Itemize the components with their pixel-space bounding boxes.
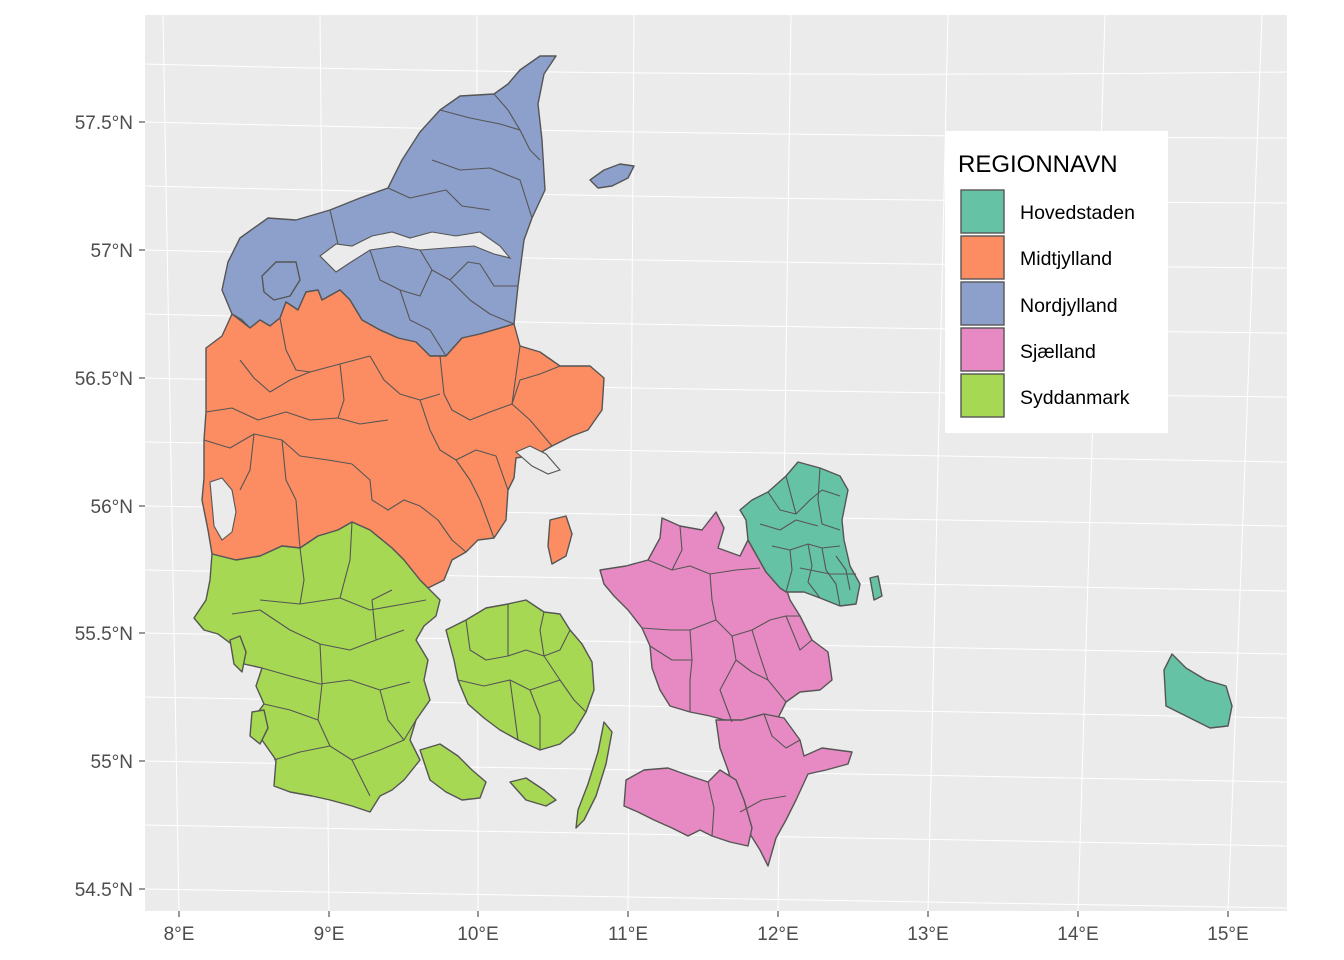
x-tick-label: 10°E [457,924,498,945]
x-tick-label: 14°E [1057,924,1098,945]
fano-island [229,635,247,673]
legend-label-sjaelland: Sjælland [1020,341,1096,363]
y-tick-label: 54.5°N [75,880,133,901]
legend-key-syddanmark [960,373,1005,418]
region-midtjylland [201,289,605,589]
ringkobing-fjord [209,477,237,541]
legend-key-nordjylland [960,281,1005,326]
x-tick-label: 9°E [314,924,345,945]
djursland-bay [514,445,561,475]
samso-island [547,515,573,565]
legend-key-sjaelland [960,327,1005,372]
legend-title: REGIONNAVN [958,151,1118,178]
legend-label-hovedstaden: Hovedstaden [1020,202,1135,224]
x-tick-label: 8°E [164,924,195,945]
x-tick-label: 15°E [1207,924,1248,945]
y-axis [139,121,145,890]
amager-shape [869,575,883,601]
als-island [419,743,487,801]
north-zealand-shape [739,461,861,607]
region-hovedstaden [739,461,1233,729]
vendsyssel-thy-channel [319,231,512,273]
bornholm-shape [1163,653,1233,729]
syddanmark-jutland-shape [193,521,441,813]
region-sjaelland [599,511,853,867]
romo-island [249,709,269,745]
y-tick-label: 56°N [91,497,133,518]
y-tick-label: 56.5°N [75,369,133,390]
aero-island [509,777,557,807]
legend: REGIONNAVN Hovedstaden Midtjylland Nordj… [945,131,1168,433]
legend-label-midtjylland: Midtjylland [1020,248,1112,270]
legend-label-nordjylland: Nordjylland [1020,295,1118,317]
x-tick-label: 12°E [757,924,798,945]
langeland-island [575,721,613,829]
x-tick-label: 13°E [907,924,948,945]
region-nordjylland [221,55,635,357]
y-tick-label: 57°N [91,241,133,262]
legend-key-hovedstaden [960,189,1005,234]
x-axis [178,911,1229,917]
legend-key-midtjylland [960,235,1005,280]
y-tick-label: 55°N [91,752,133,773]
zealand-shape [599,511,833,731]
legend-label-syddanmark: Syddanmark [1020,387,1130,409]
mors-island [261,261,301,301]
region-syddanmark [193,521,613,829]
laeso-island [589,163,635,189]
x-tick-label: 11°E [608,924,648,945]
lolland-shape [623,767,753,847]
y-tick-label: 57.5°N [75,113,133,134]
funen-shape [445,599,595,751]
y-tick-label: 55.5°N [75,624,133,645]
